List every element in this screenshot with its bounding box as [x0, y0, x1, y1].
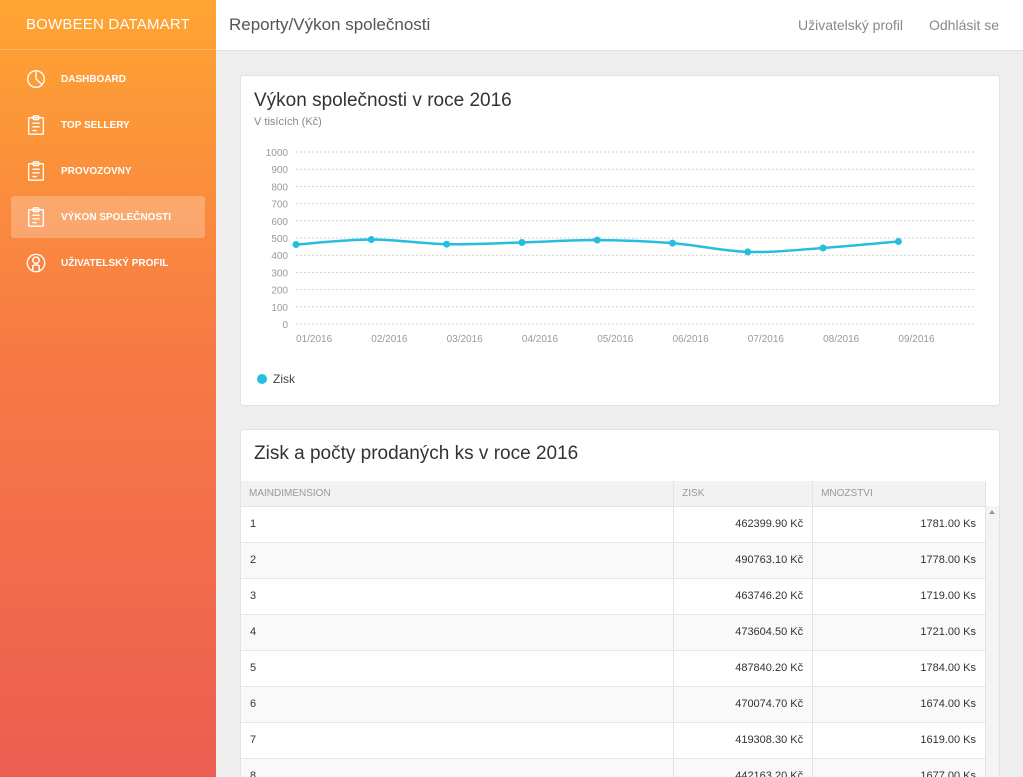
- legend-marker: [257, 374, 267, 384]
- cell-maindimension: 8: [241, 758, 675, 777]
- column-header-zisk[interactable]: ZISK: [673, 481, 814, 507]
- sidebar-item-top-sellery[interactable]: TOP SELLERY: [11, 104, 205, 146]
- y-tick-label: 300: [271, 268, 288, 279]
- cell-mnozstvi: 1781.00 Ks: [812, 506, 986, 543]
- sidebar-item-label: DASHBOARD: [61, 73, 126, 85]
- y-tick-label: 200: [271, 286, 288, 297]
- sidebar-item-label: UŽIVATELSKÝ PROFIL: [61, 257, 169, 269]
- brand-logo[interactable]: BOWBEEN DATAMART: [0, 0, 216, 50]
- sidebar-item-label: VÝKON SPOLEČNOSTI: [61, 211, 172, 223]
- cell-zisk: 487840.20 Kč: [673, 650, 814, 687]
- cell-maindimension: 7: [241, 722, 675, 759]
- table-row[interactable]: 5 487840.20 Kč 1784.00 Ks: [241, 650, 986, 687]
- x-tick-label: 06/2016: [673, 334, 710, 345]
- cell-maindimension: 4: [241, 614, 675, 651]
- sidebar-item-vykon-spolecnosti[interactable]: VÝKON SPOLEČNOSTI: [11, 196, 205, 238]
- table-row[interactable]: 8 442163.20 Kč 1677.00 Ks: [241, 758, 986, 777]
- chart-subtitle: V tisících (Kč): [254, 116, 322, 128]
- y-tick-label: 900: [271, 165, 288, 176]
- data-point: [443, 240, 451, 248]
- cell-mnozstvi: 1619.00 Ks: [812, 722, 986, 759]
- x-tick-label: 07/2016: [748, 334, 785, 345]
- x-tick-label: 08/2016: [823, 334, 860, 345]
- table-scrollbar[interactable]: [986, 506, 999, 777]
- cell-zisk: 462399.90 Kč: [673, 506, 814, 543]
- x-tick-label: 01/2016: [296, 334, 333, 345]
- cell-maindimension: 2: [241, 542, 675, 579]
- y-tick-label: 400: [271, 251, 288, 262]
- clipboard-icon: [24, 205, 48, 229]
- logout-link[interactable]: Odhlásit se: [929, 17, 1000, 33]
- chart-card: Výkon společnosti v roce 2016 V tisících…: [240, 75, 1000, 406]
- sidebar-nav: DASHBOARD TOP SELLERY PROVOZOVNY VÝKON S…: [0, 50, 216, 284]
- page-title: Reporty/Výkon společnosti: [229, 15, 431, 34]
- data-point: [819, 244, 827, 252]
- sidebar: BOWBEEN DATAMART DASHBOARD TOP SELLERY P…: [0, 0, 216, 777]
- y-tick-label: 0: [282, 320, 288, 331]
- x-tick-label: 09/2016: [898, 334, 935, 345]
- table-row[interactable]: 7 419308.30 Kč 1619.00 Ks: [241, 722, 986, 759]
- column-header-mnozstvi[interactable]: MNOZSTVI: [812, 481, 986, 507]
- x-tick-label: 02/2016: [371, 334, 408, 345]
- cell-maindimension: 1: [241, 506, 675, 543]
- data-point: [292, 241, 300, 249]
- table-title: Zisk a počty prodaných ks v roce 2016: [254, 443, 579, 464]
- y-tick-label: 800: [271, 182, 288, 193]
- cell-zisk: 463746.20 Kč: [673, 578, 814, 615]
- top-bar: Reporty/Výkon společnosti Uživatelský pr…: [216, 0, 1023, 51]
- x-tick-label: 04/2016: [522, 334, 559, 345]
- cell-zisk: 419308.30 Kč: [673, 722, 814, 759]
- cell-maindimension: 5: [241, 650, 675, 687]
- cell-maindimension: 6: [241, 686, 675, 723]
- line-chart: 0 100 200 300 400 500 600 700 800 900 1000 01/2016 0…: [266, 148, 974, 345]
- sidebar-item-uzivatelsky-profil[interactable]: UŽIVATELSKÝ PROFIL: [11, 242, 205, 284]
- table-row[interactable]: 6 470074.70 Kč 1674.00 Ks: [241, 686, 986, 723]
- sidebar-item-label: PROVOZOVNY: [61, 165, 132, 177]
- y-tick-label: 600: [271, 217, 288, 228]
- cell-zisk: 473604.50 Kč: [673, 614, 814, 651]
- cell-mnozstvi: 1721.00 Ks: [812, 614, 986, 651]
- table-row[interactable]: 3 463746.20 Kč 1719.00 Ks: [241, 578, 986, 615]
- cell-mnozstvi: 1677.00 Ks: [812, 758, 986, 777]
- y-tick-label: 1000: [266, 148, 289, 159]
- column-header-maindimension[interactable]: MAINDIMENSION: [241, 481, 675, 507]
- cell-mnozstvi: 1778.00 Ks: [812, 542, 986, 579]
- data-point: [367, 236, 375, 244]
- cell-zisk: 490763.10 Kč: [673, 542, 814, 579]
- data-point: [669, 239, 676, 247]
- cell-mnozstvi: 1719.00 Ks: [812, 578, 986, 615]
- cell-zisk: 470074.70 Kč: [673, 686, 814, 723]
- chart-title: Výkon společnosti v roce 2016: [254, 90, 512, 111]
- cell-maindimension: 3: [241, 578, 675, 615]
- clipboard-icon: [24, 159, 48, 183]
- legend-label: Zisk: [273, 372, 295, 386]
- table-row[interactable]: 2 490763.10 Kč 1778.00 Ks: [241, 542, 986, 579]
- data-point: [744, 248, 752, 256]
- user-icon: [24, 251, 48, 275]
- cell-mnozstvi: 1674.00 Ks: [812, 686, 986, 723]
- scroll-up-arrow-icon[interactable]: [989, 510, 995, 514]
- clipboard-icon: [24, 113, 48, 137]
- y-tick-label: 700: [271, 200, 288, 211]
- x-tick-label: 05/2016: [597, 334, 634, 345]
- data-point: [518, 238, 526, 246]
- sidebar-item-label: TOP SELLERY: [61, 119, 130, 131]
- data-point: [894, 237, 902, 245]
- data-point: [593, 236, 601, 244]
- y-tick-label: 500: [271, 234, 288, 245]
- table-row[interactable]: 1 462399.90 Kč 1781.00 Ks: [241, 506, 986, 543]
- profile-link[interactable]: Uživatelský profil: [798, 17, 904, 33]
- pie-chart-icon: [24, 67, 48, 91]
- x-tick-label: 03/2016: [447, 334, 484, 345]
- sidebar-item-dashboard[interactable]: DASHBOARD: [11, 58, 205, 100]
- cell-zisk: 442163.20 Kč: [673, 758, 814, 777]
- table-header-row: MAINDIMENSION ZISK MNOZSTVI: [241, 481, 986, 507]
- table-row[interactable]: 4 473604.50 Kč 1721.00 Ks: [241, 614, 986, 651]
- data-table: MAINDIMENSION ZISK MNOZSTVI 1 462399.90 K…: [241, 481, 986, 777]
- sidebar-item-provozovny[interactable]: PROVOZOVNY: [11, 150, 205, 192]
- chart-legend[interactable]: Zisk: [257, 372, 295, 386]
- table-card: Zisk a počty prodaných ks v roce 2016 MA…: [240, 429, 1000, 777]
- cell-mnozstvi: 1784.00 Ks: [812, 650, 986, 687]
- y-tick-label: 100: [271, 303, 288, 314]
